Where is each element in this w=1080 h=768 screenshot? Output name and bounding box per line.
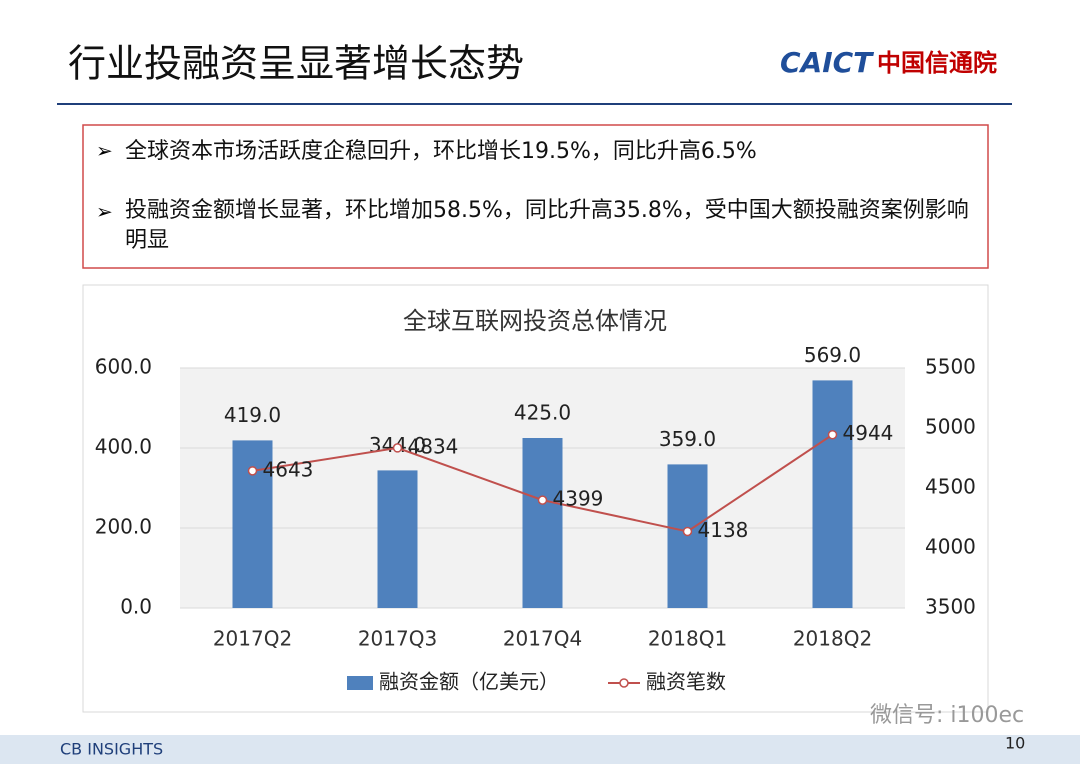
bar [377, 470, 418, 608]
y-tick-label: 0.0 [120, 595, 152, 619]
line-marker [682, 526, 693, 537]
bullet-arrow: ➢ [96, 139, 113, 163]
y2-tick-label: 5500 [925, 355, 976, 379]
bullet: 全球资本市场活跃度企稳回升，环比增长19.5%，同比升高6.5% [125, 139, 757, 164]
y2-tick-label: 5000 [925, 415, 976, 439]
bar-value-label: 359.0 [659, 427, 716, 451]
legend-label: 融资金额（亿美元） [379, 670, 559, 694]
x-tick-label: 2018Q1 [648, 627, 727, 651]
line-marker [392, 443, 403, 453]
bullet-wrap: 投融资金额增长显著，环比增加58.5%，同比升高35.8%，受中国大额投融资案例… [125, 198, 969, 253]
bar [667, 464, 708, 608]
legend-marker [619, 678, 629, 688]
bar-value-label: 425.0 [514, 401, 571, 425]
line-marker [537, 495, 548, 505]
y-tick-label: 400.0 [95, 435, 152, 459]
line-value-label: 4643 [263, 457, 314, 481]
x-tick-label: 2018Q2 [793, 627, 872, 651]
footer-band [0, 735, 1080, 764]
slide-title: 行业投融资呈显著增长态势 [68, 42, 524, 86]
legend-swatch [347, 676, 373, 690]
x-tick-label: 2017Q2 [213, 627, 292, 651]
line-value-label: 4399 [553, 487, 604, 511]
line-marker [247, 466, 258, 476]
bar-value-label: 569.0 [804, 343, 861, 367]
line-value-label: 4944 [843, 421, 894, 445]
logo-en: CAICT [780, 46, 874, 79]
y-tick-label: 200.0 [95, 515, 152, 539]
bar-value-label: 419.0 [224, 403, 281, 427]
chart-frame [82, 284, 989, 713]
bullet-arrow: ➢ [96, 200, 113, 224]
wechat-watermark: 微信号: i100ec [870, 703, 1024, 728]
page-number: 10 [1005, 734, 1025, 753]
y2-tick-label: 4000 [925, 535, 976, 559]
chart-title: 全球互联网投资总体情况 [403, 307, 667, 335]
line-marker [827, 429, 838, 440]
y2-tick-label: 4500 [925, 475, 976, 499]
line-value-label: 4138 [698, 518, 749, 542]
bar [812, 380, 853, 608]
bullet-box [82, 124, 989, 269]
bullet: 投融资金额增长显著，环比增加58.5%，同比升高35.8%，受中国大额投融资案例… [125, 198, 969, 253]
logo-cn: 中国信通院 [877, 49, 997, 77]
y-tick-label: 600.0 [95, 355, 152, 379]
y2-tick-label: 3500 [925, 595, 976, 619]
line-value-label: 4834 [408, 434, 459, 458]
legend-label: 融资笔数 [646, 670, 726, 694]
x-tick-label: 2017Q3 [358, 627, 437, 651]
plot: 0.0 200.0 400.0 600.0 3500 4000 4500 5000 5500 20… [95, 343, 976, 694]
x-tick-label: 2017Q4 [503, 627, 582, 651]
footer-source: CB INSIGHTS [60, 740, 163, 759]
bar [522, 438, 563, 608]
